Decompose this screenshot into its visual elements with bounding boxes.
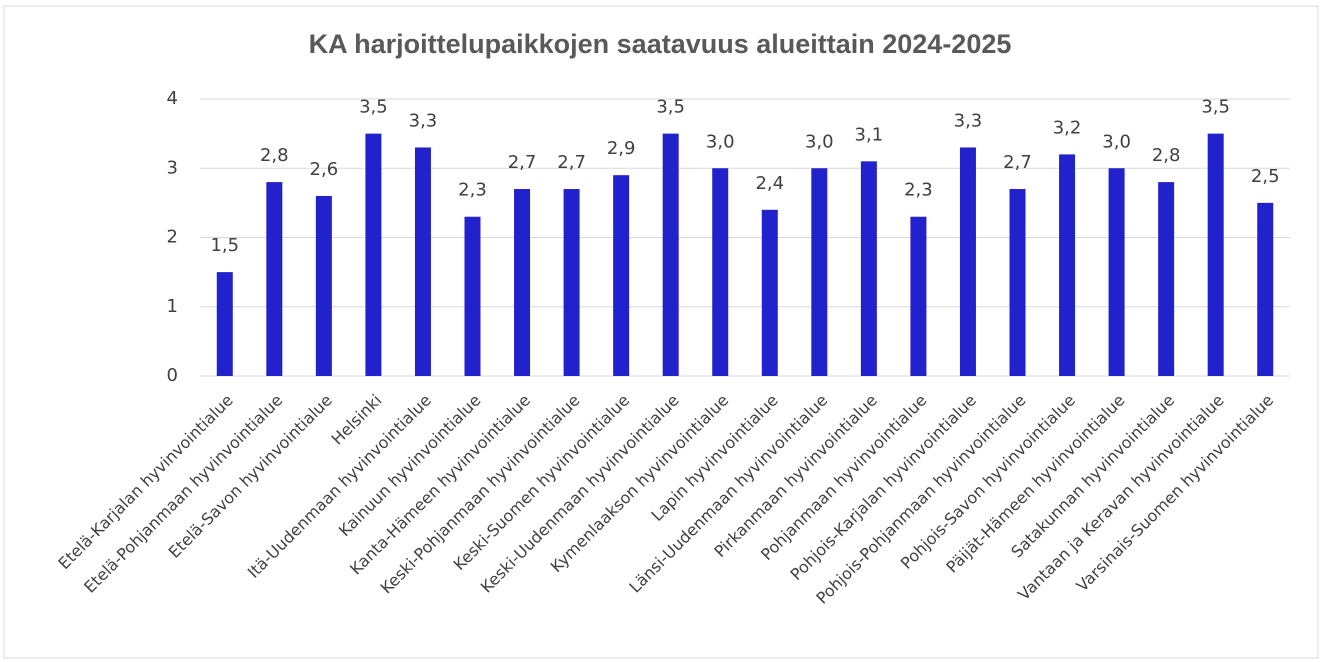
y-tick-label: 0 [167, 365, 178, 386]
y-tick-label: 4 [167, 88, 178, 109]
data-label: 3,5 [656, 97, 685, 118]
bar [1257, 202, 1274, 376]
data-label: 3,0 [805, 131, 834, 152]
bar [414, 147, 431, 376]
y-tick-label: 2 [167, 227, 178, 248]
data-label: 2,5 [1251, 166, 1280, 187]
bar [464, 216, 481, 376]
bar [216, 272, 233, 376]
data-label: 1,5 [210, 235, 239, 256]
data-label: 2,3 [904, 180, 933, 201]
y-tick-label: 3 [167, 157, 178, 178]
bar [761, 209, 778, 376]
data-label: 3,0 [1102, 131, 1131, 152]
bar [1059, 154, 1076, 376]
bar [266, 182, 283, 376]
chart-title: KA harjoittelupaikkojen saatavuus alueit… [309, 29, 1012, 59]
bar [1009, 189, 1026, 376]
data-label: 3,1 [855, 124, 884, 145]
data-label: 2,6 [310, 159, 339, 180]
bar [613, 175, 630, 376]
bar [662, 133, 679, 376]
bar [910, 216, 927, 376]
y-tick-label: 1 [167, 296, 178, 317]
bar [563, 189, 580, 376]
bar [1108, 168, 1125, 376]
bar [811, 168, 828, 376]
data-label: 3,3 [409, 110, 438, 131]
bar [365, 133, 382, 376]
data-label: 2,9 [607, 138, 636, 159]
bar [1207, 133, 1224, 376]
data-label: 2,7 [508, 152, 537, 173]
data-label: 2,7 [1003, 152, 1032, 173]
data-label: 3,5 [1201, 97, 1230, 118]
bar [712, 168, 729, 376]
bar [959, 147, 976, 376]
data-label: 2,7 [557, 152, 586, 173]
bar [860, 161, 877, 376]
data-label: 2,4 [755, 173, 784, 194]
data-label: 3,5 [359, 97, 388, 118]
data-label: 3,0 [706, 131, 735, 152]
bar [514, 189, 531, 376]
bar [315, 195, 332, 376]
bar [1158, 182, 1175, 376]
data-label: 3,2 [1053, 117, 1082, 138]
data-label: 3,3 [954, 110, 983, 131]
data-label: 2,8 [260, 145, 289, 166]
data-label: 2,3 [458, 180, 487, 201]
data-label: 2,8 [1152, 145, 1181, 166]
